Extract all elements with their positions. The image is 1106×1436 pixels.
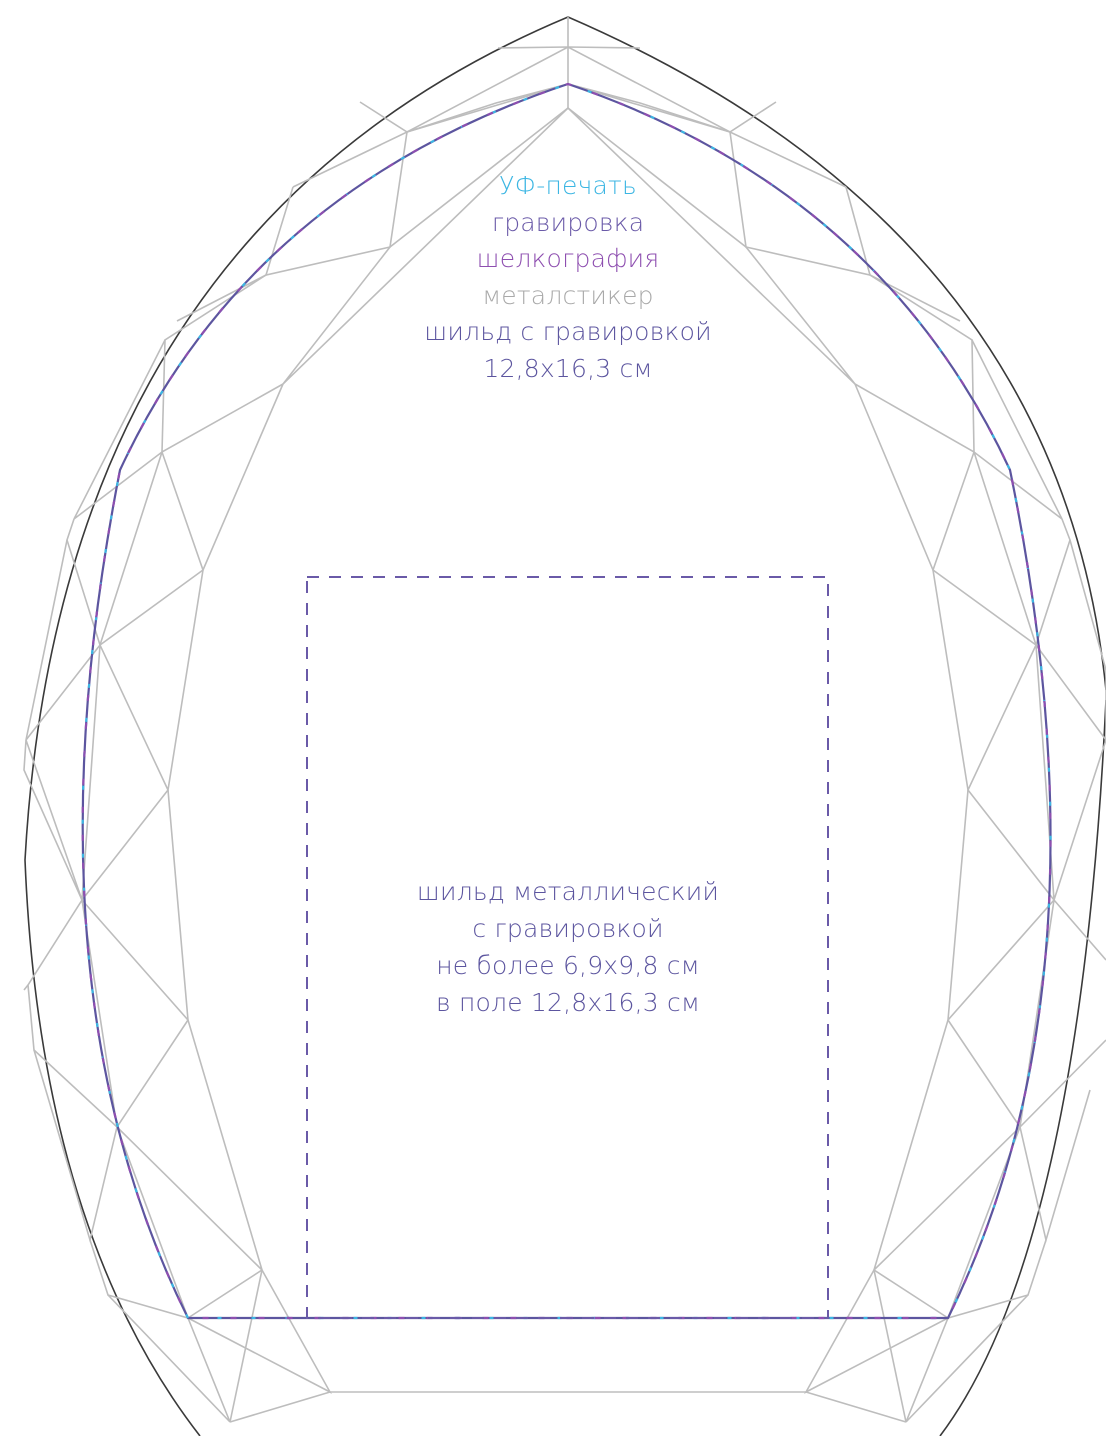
legend-uv-print: УФ-печать bbox=[499, 171, 637, 200]
outer-contour bbox=[24, 16, 569, 1436]
technology-legend: УФ-печать гравировка шелкография металст… bbox=[0, 168, 1106, 387]
legend-engraving: гравировка bbox=[491, 207, 645, 237]
outer-contour-right-lower bbox=[939, 699, 1106, 1436]
plate-zone-line-4: в поле 12,8x16,3 см bbox=[435, 988, 701, 1017]
legend-silkscreen: шелкография bbox=[476, 244, 660, 273]
plate-zone-line-2: с гравировкой bbox=[472, 914, 664, 943]
plate-zone-line-1: шильд металлический bbox=[416, 877, 720, 906]
plate-zone-line-3: не более 6,9x9,8 см bbox=[436, 951, 700, 980]
legend-metal-sticker: металстикер bbox=[482, 280, 654, 310]
plate-zone-label: шильд металлический с гравировкой не бол… bbox=[0, 873, 1106, 1021]
print-field-contour bbox=[81, 82, 1052, 1320]
legend-plate-engraved: шильд с гравировкой bbox=[424, 317, 712, 346]
plate-zone-outline bbox=[306, 576, 829, 1319]
outer-contour-right bbox=[567, 16, 1106, 691]
legend-size: 12,8x16,3 см bbox=[483, 353, 653, 383]
